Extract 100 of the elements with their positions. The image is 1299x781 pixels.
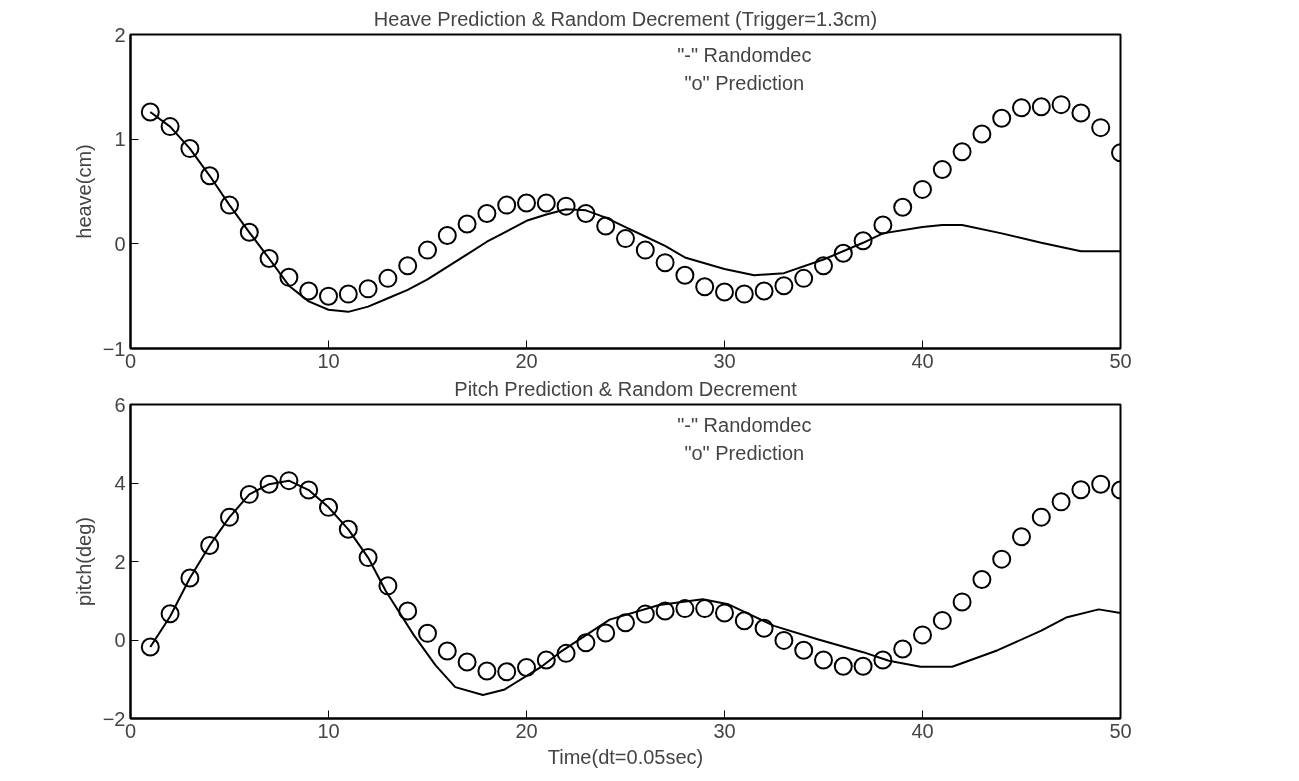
y-axis-title: pitch(deg) — [72, 517, 95, 606]
point — [913, 179, 932, 199]
y-tick-label: 4 — [114, 472, 126, 494]
point — [1051, 95, 1071, 115]
point — [457, 214, 477, 234]
y-tick-label: −1 — [102, 337, 126, 360]
point — [1031, 507, 1051, 527]
point — [635, 604, 655, 624]
point — [140, 637, 160, 657]
point — [220, 195, 239, 215]
point — [556, 196, 576, 216]
x-tick-label: 40 — [911, 349, 934, 372]
point — [457, 652, 477, 672]
point — [239, 484, 259, 504]
point — [754, 281, 774, 301]
point — [873, 650, 893, 670]
point — [774, 630, 794, 650]
point — [616, 613, 635, 633]
point — [576, 633, 596, 653]
point — [140, 102, 160, 122]
x-tick-label: 10 — [317, 719, 340, 742]
point — [715, 603, 734, 623]
point — [497, 662, 517, 682]
point — [1012, 98, 1031, 118]
point — [1012, 527, 1031, 547]
point — [358, 548, 378, 568]
point — [715, 282, 734, 302]
x-tick-label: 30 — [713, 719, 736, 742]
y-tick-label: 6 — [114, 393, 126, 416]
point — [1091, 118, 1111, 138]
annotation: "-" Randomdec — [677, 413, 812, 436]
point — [338, 284, 358, 304]
annotation: "-" Randomdec — [677, 43, 812, 66]
point — [319, 497, 338, 517]
point — [398, 256, 418, 276]
x-tick-label: 20 — [515, 349, 538, 372]
x-tick-label: 20 — [515, 719, 538, 742]
x-tick-label: 40 — [911, 719, 934, 742]
point — [952, 592, 972, 612]
point — [596, 216, 616, 236]
point — [1031, 97, 1051, 117]
point — [754, 618, 774, 638]
point — [1071, 480, 1091, 500]
point — [556, 643, 576, 663]
point — [477, 661, 497, 681]
y-tick-label: 1 — [114, 128, 126, 151]
point — [418, 240, 437, 260]
annotation: "o" Prediction — [684, 442, 805, 465]
x-tick-label: 50 — [1109, 719, 1132, 742]
annotation: "o" Prediction — [684, 72, 805, 95]
point — [893, 639, 913, 659]
point — [378, 268, 398, 288]
x-tick-label: 10 — [317, 349, 340, 372]
point — [913, 625, 932, 645]
x-tick-label: 30 — [713, 349, 736, 372]
point — [695, 277, 715, 297]
y-axis-title: heave(cm) — [72, 144, 95, 239]
point — [992, 108, 1012, 128]
y-tick-label: 0 — [114, 629, 126, 651]
point — [358, 279, 378, 299]
point — [952, 142, 972, 162]
point — [655, 601, 675, 621]
point — [180, 568, 200, 588]
point — [220, 507, 239, 527]
point — [794, 640, 814, 660]
point — [239, 222, 259, 242]
point — [675, 265, 695, 285]
point — [200, 535, 220, 555]
point — [338, 519, 358, 539]
point — [378, 576, 398, 596]
point — [932, 610, 952, 630]
point — [517, 657, 536, 677]
point — [992, 549, 1012, 569]
point — [1091, 474, 1111, 494]
point — [853, 656, 873, 676]
point — [734, 611, 754, 631]
point — [259, 249, 279, 268]
x-tick-label: 50 — [1109, 349, 1132, 372]
point — [734, 284, 754, 304]
point — [794, 268, 814, 288]
point — [398, 601, 418, 621]
point — [319, 286, 338, 306]
point — [477, 204, 497, 223]
chart-title: Pitch Prediction & Random Decrement — [454, 377, 798, 400]
point — [972, 570, 992, 590]
point — [259, 474, 279, 494]
point — [596, 623, 616, 643]
point — [1071, 103, 1091, 123]
point — [655, 253, 675, 273]
point — [1051, 492, 1071, 512]
point — [932, 160, 952, 179]
point — [437, 225, 457, 245]
point — [873, 215, 893, 235]
point — [675, 599, 695, 619]
point — [774, 276, 794, 296]
point — [279, 267, 299, 287]
point — [200, 166, 220, 186]
point — [160, 604, 180, 624]
point — [418, 623, 437, 643]
chart-title: Heave Prediction & Random Decrement (Trigger=1.3cm) — [373, 7, 878, 30]
